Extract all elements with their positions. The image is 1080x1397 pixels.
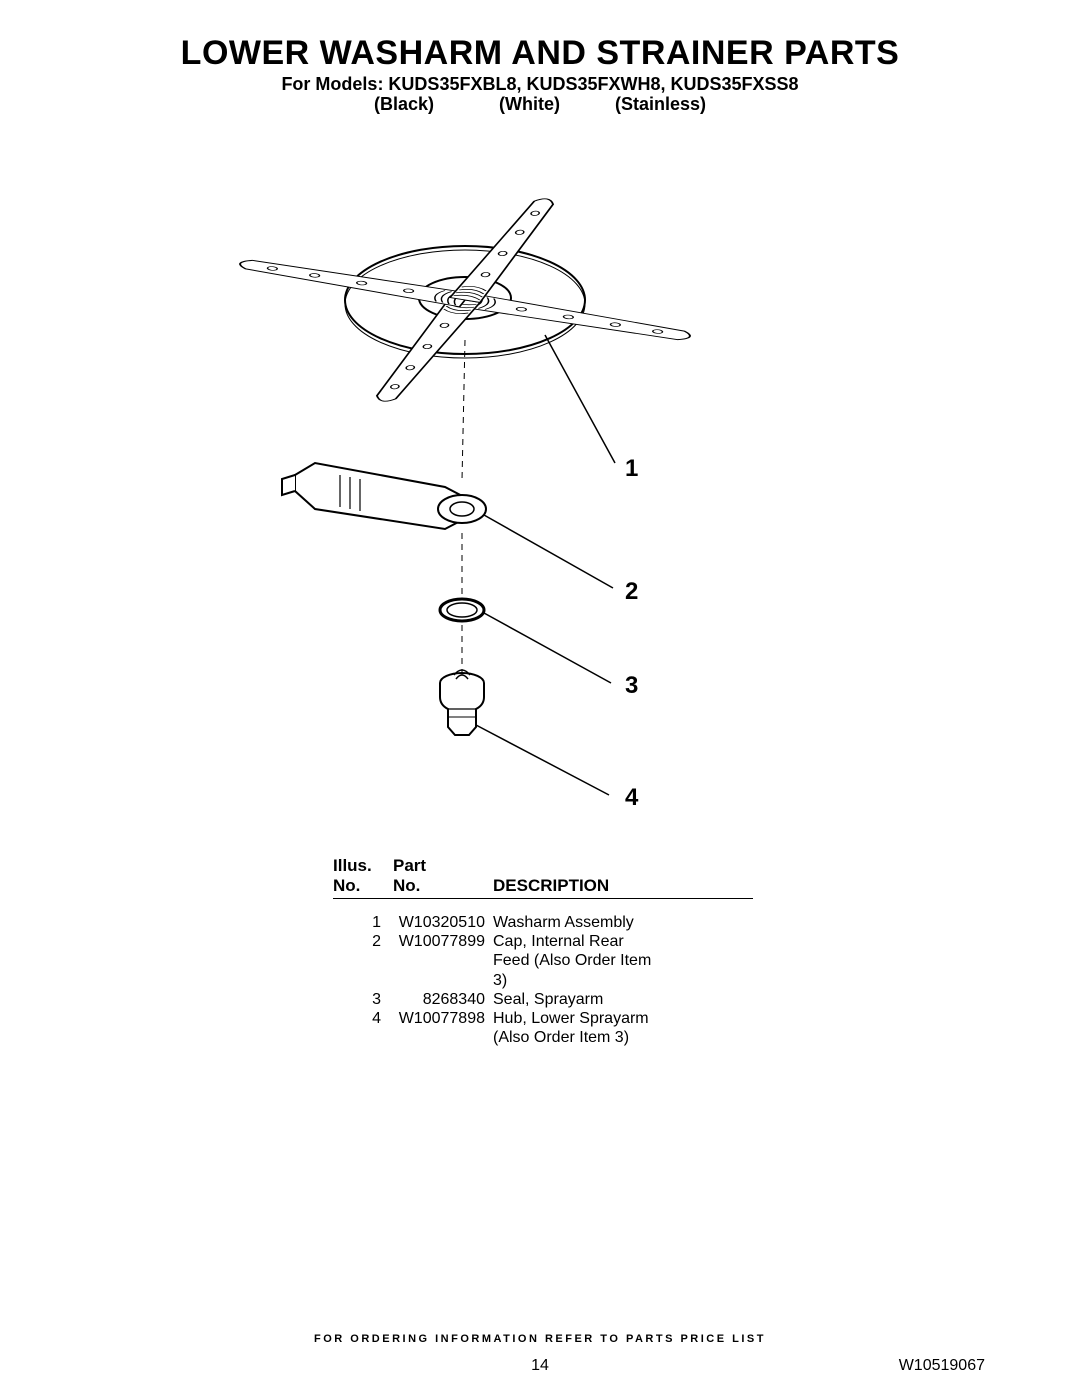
- table-row: 4 W10077898 Hub, Lower Sprayarm (Also Or…: [333, 1009, 753, 1047]
- table-row: 3 8268340 Seal, Sprayarm: [333, 990, 753, 1009]
- callout-2: 2: [625, 578, 638, 606]
- parts-table: Illus. No. Part No. DESCRIPTION 1 W10320…: [333, 856, 753, 1047]
- th-illus-line2: No.: [333, 876, 393, 896]
- cell-part: 8268340: [393, 990, 493, 1009]
- callout-4: 4: [625, 784, 638, 812]
- cell-illus: 1: [333, 913, 393, 932]
- cell-illus: 2: [333, 932, 393, 951]
- variant-black: (Black): [374, 94, 434, 115]
- table-row: 1 W10320510 Washarm Assembly: [333, 913, 753, 932]
- cell-part: W10077899: [393, 932, 493, 951]
- callout-3: 3: [625, 672, 638, 700]
- th-part-line1: Part: [393, 856, 493, 876]
- variant-white: (White): [499, 94, 560, 115]
- document-number: W10519067: [899, 1357, 985, 1375]
- th-illus-line1: Illus.: [333, 856, 393, 876]
- cell-desc: Washarm Assembly: [493, 913, 753, 932]
- cell-illus: 4: [333, 1009, 393, 1028]
- cell-desc: Hub, Lower Sprayarm (Also Order Item 3): [493, 1009, 653, 1047]
- table-header: Illus. No. Part No. DESCRIPTION: [333, 856, 753, 899]
- th-desc: DESCRIPTION: [493, 876, 609, 896]
- subtitle-models: For Models: KUDS35FXBL8, KUDS35FXWH8, KU…: [0, 74, 1080, 95]
- cell-desc: Seal, Sprayarm: [493, 990, 753, 1009]
- footer-note: FOR ORDERING INFORMATION REFER TO PARTS …: [0, 1333, 1080, 1345]
- page: LOWER WASHARM AND STRAINER PARTS For Mod…: [0, 0, 1080, 1397]
- cell-desc: Cap, Internal Rear Feed (Also Order Item…: [493, 932, 653, 990]
- th-part-line2: No.: [393, 876, 493, 896]
- parts-diagram: [140, 135, 940, 835]
- cell-part: W10320510: [393, 913, 493, 932]
- model-variants: (Black) (White) (Stainless): [0, 94, 1080, 115]
- variant-stainless: (Stainless): [615, 94, 706, 115]
- cell-illus: 3: [333, 990, 393, 1009]
- cell-part: W10077898: [393, 1009, 493, 1028]
- table-row: 2 W10077899 Cap, Internal Rear Feed (Als…: [333, 932, 753, 990]
- page-title: LOWER WASHARM AND STRAINER PARTS: [0, 34, 1080, 73]
- callout-1: 1: [625, 455, 638, 483]
